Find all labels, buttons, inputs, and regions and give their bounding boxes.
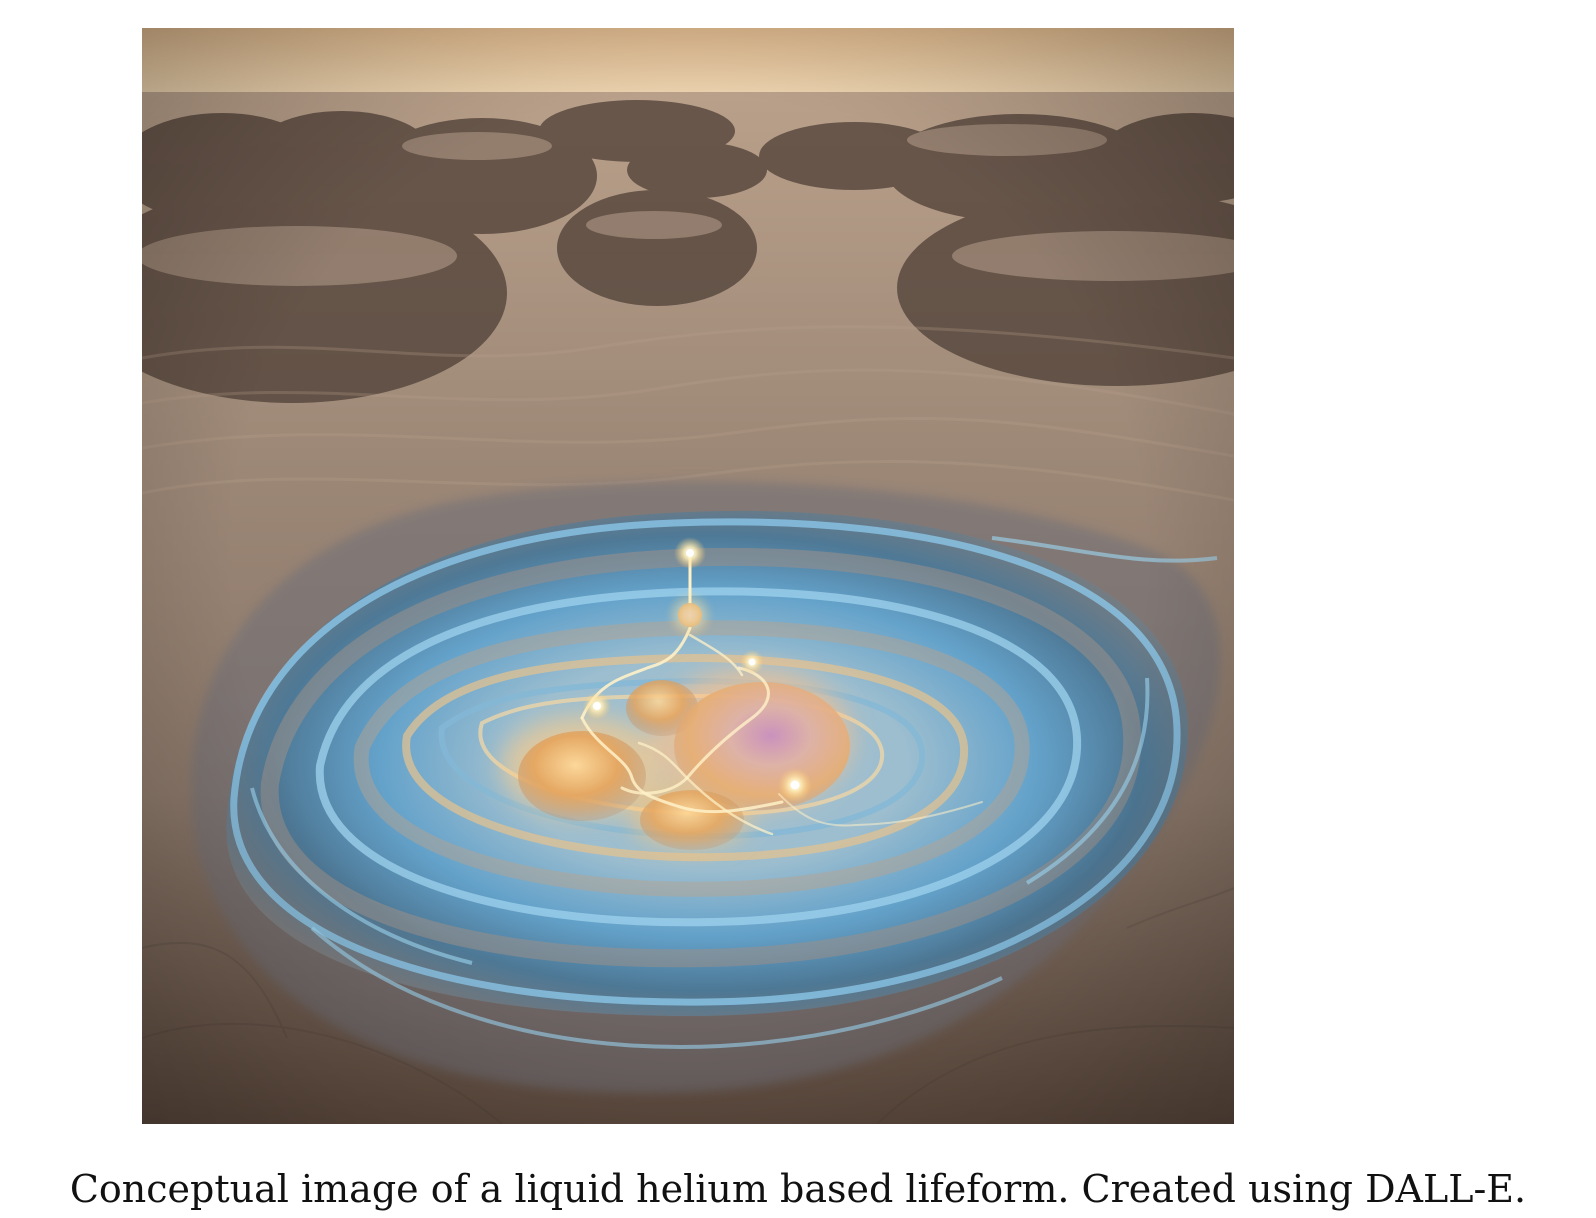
conceptual-helium-lifeform-illustration bbox=[142, 28, 1234, 1124]
figure-caption: Conceptual image of a liquid helium base… bbox=[69, 1167, 1527, 1211]
lifeform-image bbox=[142, 28, 1234, 1124]
